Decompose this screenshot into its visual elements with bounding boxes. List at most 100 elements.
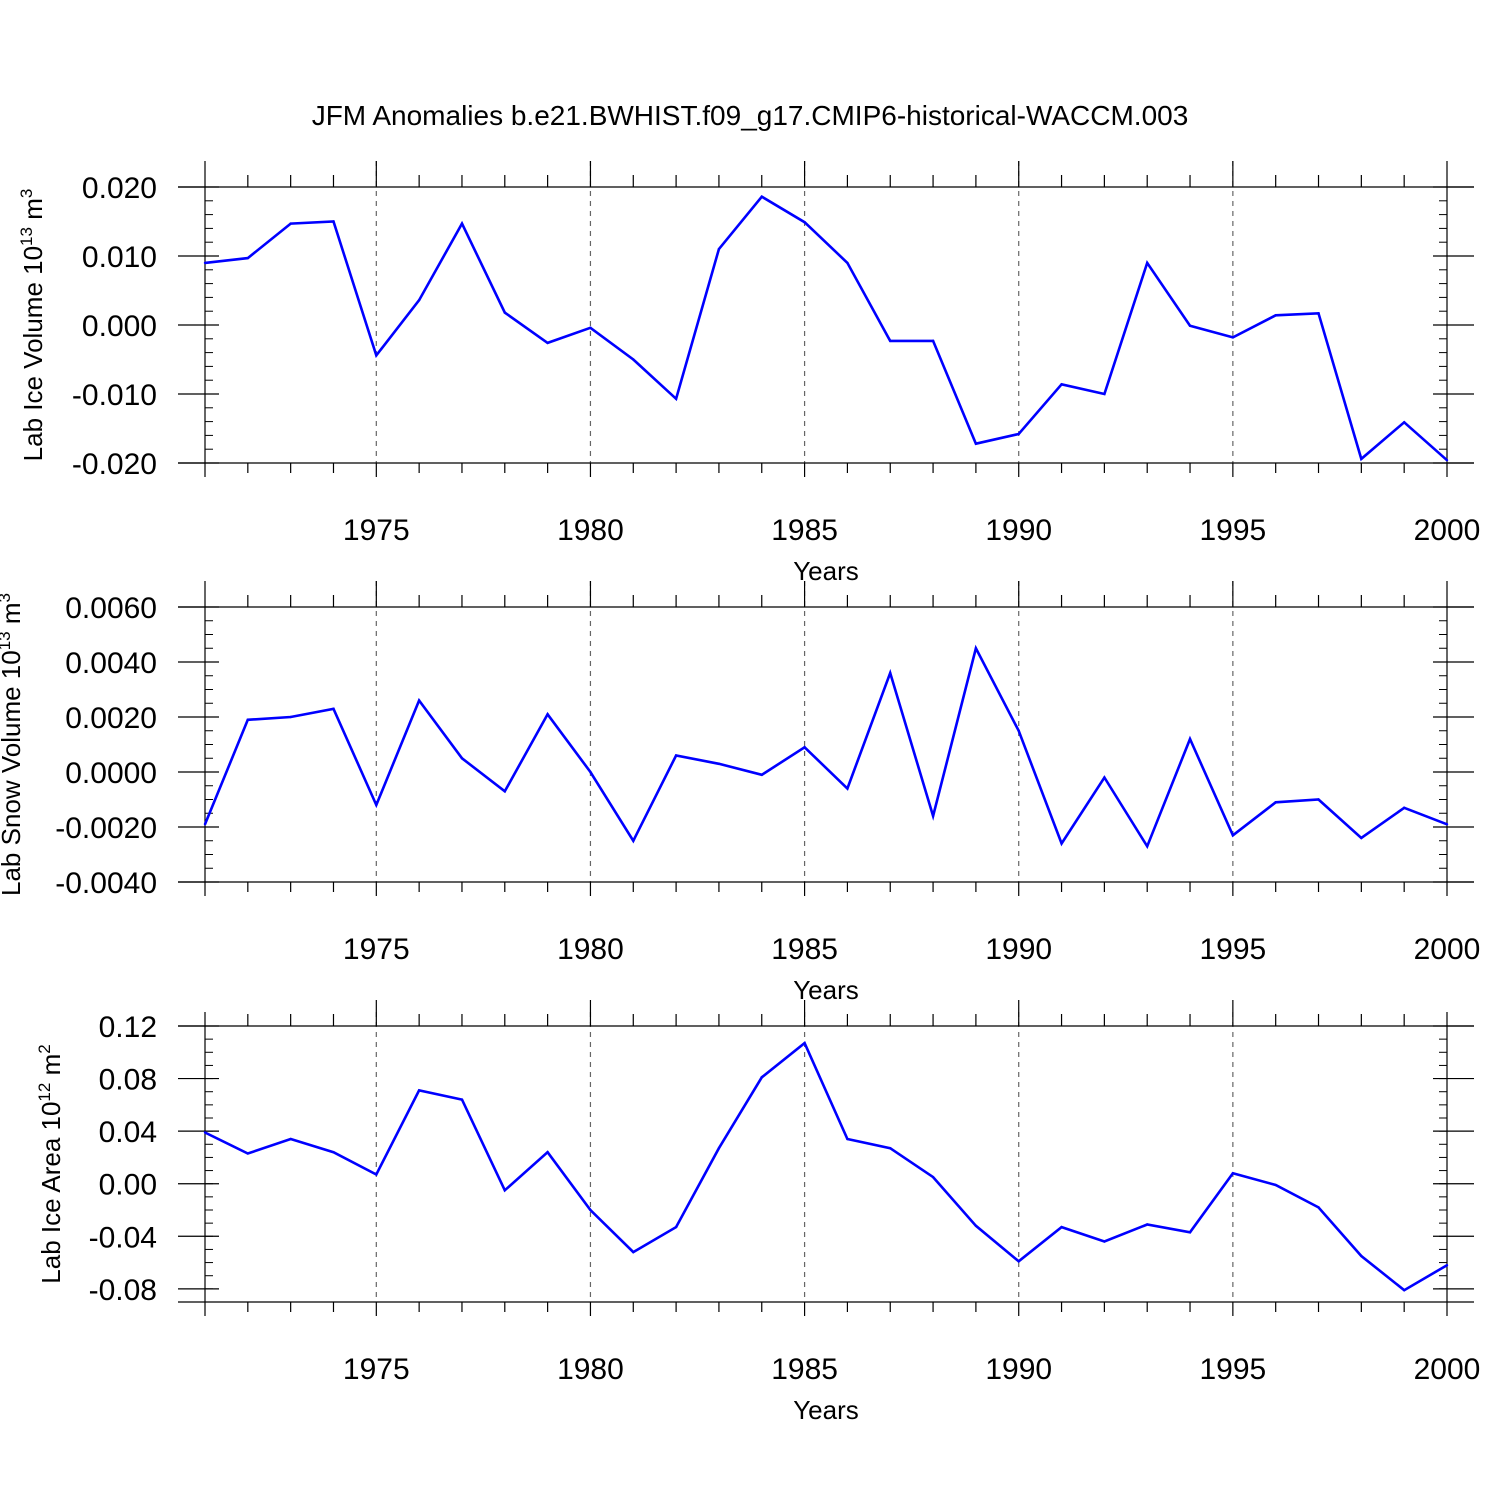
data-point	[546, 713, 549, 716]
data-point	[889, 339, 892, 343]
data-point	[1402, 806, 1406, 809]
data-point	[846, 261, 849, 265]
y-tick-label: 0.00	[99, 1169, 157, 1202]
data-point	[332, 707, 335, 710]
data-point	[289, 1137, 292, 1141]
data-point	[1188, 1231, 1192, 1234]
y-tick-label: 0.0000	[65, 757, 157, 790]
data-point	[417, 298, 421, 302]
data-point	[760, 1076, 763, 1079]
data-point	[1017, 729, 1020, 732]
data-point	[931, 814, 935, 818]
figure-title: JFM Anomalies b.e21.BWHIST.f09_g17.CMIP6…	[312, 100, 1189, 131]
chart-panel-1: -0.020 -0.010 0.000 0.010 0.020 1975 1980 1985 1…	[17, 161, 1480, 586]
data-point	[974, 442, 978, 445]
data-point	[1231, 336, 1235, 339]
data-point	[803, 1041, 806, 1045]
x-tick-label: 1995	[1199, 1353, 1266, 1386]
data-point	[246, 718, 250, 721]
data-point	[1360, 836, 1363, 840]
data-point	[760, 195, 763, 198]
x-tick-label: 1985	[771, 933, 838, 966]
data-point	[1146, 845, 1149, 848]
data-point	[375, 1173, 378, 1176]
data-point	[1060, 1225, 1063, 1229]
y-tick-label: 0.0040	[65, 647, 157, 680]
data-point	[546, 341, 549, 345]
y-tick-label: 0.0020	[65, 702, 157, 735]
series-line	[204, 195, 1448, 462]
data-point	[1402, 421, 1406, 424]
x-tick-label: 2000	[1414, 514, 1481, 547]
x-tick-label: 2000	[1414, 933, 1481, 966]
data-point	[1060, 383, 1063, 386]
data-point	[931, 339, 935, 343]
data-point	[1445, 1264, 1449, 1267]
chart-panel-3: -0.08 -0.04 0.00 0.04 0.08 0.12 1975 1980 1985 19…	[35, 1000, 1480, 1425]
data-point	[974, 1224, 978, 1227]
y-tick-label: 0.12	[99, 1011, 157, 1044]
data-point	[1360, 457, 1363, 461]
data-point	[760, 773, 763, 776]
data-point	[1060, 842, 1063, 845]
data-point	[1146, 261, 1149, 265]
data-point	[1103, 392, 1106, 396]
y-tick-label: -0.0020	[55, 812, 157, 845]
data-point	[375, 354, 378, 357]
data-point	[417, 699, 421, 702]
x-tick-label: 1990	[985, 1353, 1052, 1386]
data-point	[1317, 312, 1320, 315]
y-tick-label: 0.04	[99, 1116, 157, 1149]
y-tick-label: -0.04	[89, 1221, 157, 1254]
data-point	[1103, 776, 1106, 779]
data-point	[674, 397, 678, 401]
x-tick-label: 1990	[985, 514, 1052, 547]
data-point	[417, 1089, 421, 1092]
data-point	[803, 220, 806, 224]
data-point	[1188, 324, 1192, 327]
data-point	[803, 746, 806, 749]
y-tick-label: 0.000	[82, 310, 157, 343]
data-point	[1231, 834, 1235, 837]
data-point	[1274, 1183, 1277, 1187]
data-point	[1103, 1240, 1106, 1243]
x-tick-label: 1980	[557, 933, 624, 966]
data-point	[1188, 737, 1192, 741]
data-point	[546, 1150, 549, 1154]
data-point	[589, 326, 592, 329]
y-tick-label: -0.08	[89, 1274, 157, 1307]
data-point	[503, 790, 506, 793]
data-point	[203, 823, 207, 826]
x-tick-label: 1985	[771, 514, 838, 547]
data-point	[674, 1225, 678, 1229]
data-point	[632, 358, 635, 361]
x-tick-label: 1995	[1199, 514, 1266, 547]
x-axis-title: Years	[793, 556, 859, 586]
data-point	[632, 1250, 635, 1254]
y-tick-label: 0.0060	[65, 592, 157, 625]
x-tick-label: 1980	[557, 1353, 624, 1386]
data-point	[717, 247, 721, 251]
data-point	[846, 787, 849, 790]
data-point	[717, 1147, 721, 1150]
y-axis-title: Lab Ice Area 1012 m2	[35, 1044, 66, 1283]
data-point	[1231, 1172, 1235, 1175]
y-axis-title: Lab Ice Volume 1013 m3	[17, 189, 48, 462]
chart-panel-2: -0.0040 -0.0020 0.0000 0.0020 0.0040 0.0060 19…	[0, 581, 1480, 1005]
x-tick-label: 1980	[557, 514, 624, 547]
data-point	[1445, 459, 1449, 462]
data-point	[1017, 1260, 1020, 1263]
x-tick-label: 1975	[343, 1353, 410, 1386]
data-point	[889, 671, 892, 675]
data-point	[974, 647, 978, 650]
data-point	[589, 770, 592, 774]
data-point	[289, 222, 292, 225]
x-axis-title: Years	[793, 1395, 859, 1425]
data-point	[1360, 1254, 1363, 1258]
data-point	[889, 1147, 892, 1150]
data-point	[460, 1098, 464, 1101]
data-point	[246, 1152, 250, 1155]
y-axis-title: Lab Snow Volume 1013 m3	[0, 593, 26, 896]
data-point	[846, 1137, 849, 1141]
